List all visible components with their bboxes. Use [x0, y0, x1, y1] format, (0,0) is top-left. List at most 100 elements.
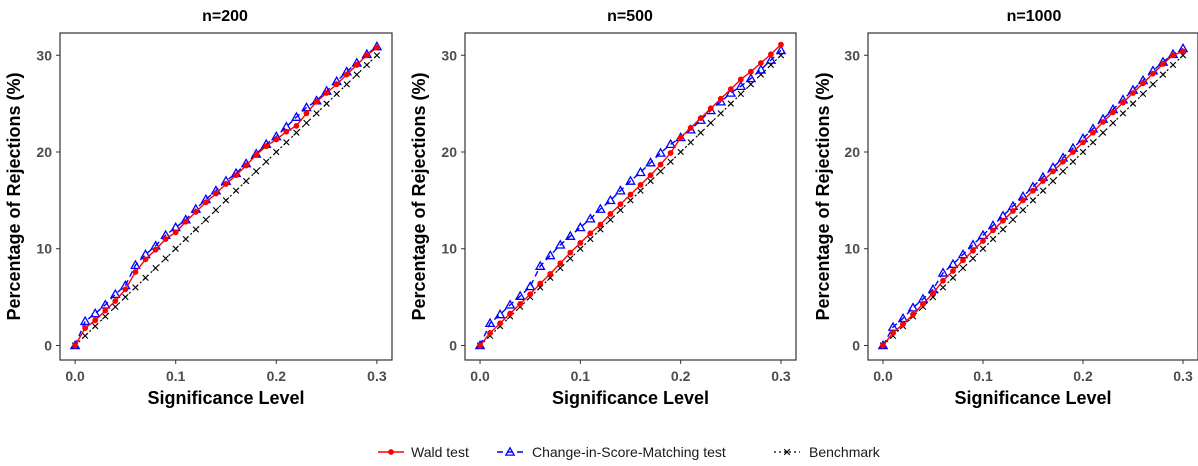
y-tick-label: 20 [36, 144, 52, 160]
legend-key-marker [389, 450, 394, 455]
panel-title: n=200 [202, 8, 248, 25]
data-point [588, 231, 593, 236]
data-point [1161, 62, 1166, 67]
data-point [1011, 209, 1016, 214]
legend-item-3: Benchmark [774, 444, 881, 460]
x-tick-label: 0.2 [267, 368, 287, 384]
plot-area [60, 33, 392, 360]
data-point [83, 326, 88, 331]
chart-panel-2: n=5000.0 0.1 0.2 0.30102030Significance Lev… [409, 8, 796, 408]
data-point [1141, 81, 1146, 86]
data-point [728, 87, 733, 92]
data-point [314, 99, 319, 104]
y-tick-label: 10 [441, 241, 457, 257]
data-point [113, 299, 118, 304]
data-point [921, 301, 926, 306]
x-tick-label: 0.2 [671, 368, 691, 384]
data-point [931, 291, 936, 296]
legend-label: Benchmark [809, 444, 881, 460]
data-point [648, 173, 653, 178]
y-tick-label: 0 [852, 337, 860, 353]
data-point [708, 106, 713, 111]
data-point [638, 182, 643, 187]
data-point [738, 77, 743, 82]
panel-title: n=500 [607, 8, 653, 25]
panel-title: n=1000 [1007, 8, 1062, 25]
data-point [779, 42, 784, 47]
data-point [73, 343, 78, 348]
x-tick-label: 0.0 [470, 368, 490, 384]
data-point [324, 91, 329, 96]
data-point [264, 144, 269, 149]
data-point [183, 219, 188, 224]
data-point [688, 125, 693, 130]
data-point [658, 162, 663, 167]
data-point [1061, 159, 1066, 164]
data-point [1101, 120, 1106, 125]
y-tick-label: 20 [844, 144, 860, 160]
data-point [1071, 150, 1076, 155]
data-point [344, 72, 349, 77]
data-point [548, 271, 553, 276]
data-point [133, 270, 138, 275]
data-point [508, 311, 513, 316]
data-point [538, 281, 543, 286]
y-tick-label: 30 [844, 47, 860, 63]
x-tick-label: 0.1 [166, 368, 186, 384]
x-tick-label: 0.3 [771, 368, 791, 384]
data-point [203, 200, 208, 205]
data-point [254, 152, 259, 157]
data-point [971, 248, 976, 253]
data-point [1111, 110, 1116, 115]
data-point [354, 63, 359, 68]
data-point [123, 287, 128, 292]
x-tick-label: 0.1 [571, 368, 591, 384]
data-point [488, 331, 493, 336]
data-point [1181, 49, 1186, 54]
data-point [364, 53, 369, 58]
data-point [244, 163, 249, 168]
data-point [891, 331, 896, 336]
data-point [234, 173, 239, 178]
data-point [881, 343, 886, 348]
data-point [498, 321, 503, 326]
data-point [991, 228, 996, 233]
data-point [628, 192, 633, 197]
data-point [143, 257, 148, 262]
y-tick-label: 0 [449, 337, 457, 353]
data-point [1001, 218, 1006, 223]
data-point [1031, 188, 1036, 193]
y-tick-label: 10 [844, 241, 860, 257]
data-point [608, 212, 613, 217]
x-axis-title: Significance Level [552, 388, 709, 408]
data-point [1041, 179, 1046, 184]
data-point [294, 123, 299, 128]
legend-item-2: Change-in-Score-Matching test [497, 444, 726, 460]
data-point [941, 278, 946, 283]
x-tick-label: 0.0 [65, 368, 85, 384]
data-point [558, 261, 563, 266]
y-tick-label: 30 [36, 47, 52, 63]
data-point [1051, 169, 1056, 174]
data-point [758, 61, 763, 66]
data-point [748, 69, 753, 74]
data-point [698, 116, 703, 121]
data-point [951, 269, 956, 274]
x-axis-title: Significance Level [147, 388, 304, 408]
legend: Wald test Change-in-Score-Matching test Be… [378, 444, 881, 460]
y-tick-label: 10 [36, 241, 52, 257]
legend-item-1: Wald test [378, 444, 469, 460]
chart-panel-3: n=10000.0 0.1 0.2 0.30102030Significance Le… [813, 8, 1198, 408]
data-point [375, 45, 380, 50]
chart-panel-1: n=2000.0 0.1 0.2 0.30102030Significance Lev… [4, 8, 392, 408]
data-point [284, 129, 289, 134]
data-point [1131, 91, 1136, 96]
data-point [718, 96, 723, 101]
data-point [1021, 198, 1026, 203]
data-point [1171, 53, 1176, 58]
y-tick-label: 30 [441, 47, 457, 63]
data-point [304, 111, 309, 116]
x-tick-label: 0.2 [1073, 368, 1093, 384]
data-point [901, 322, 906, 327]
